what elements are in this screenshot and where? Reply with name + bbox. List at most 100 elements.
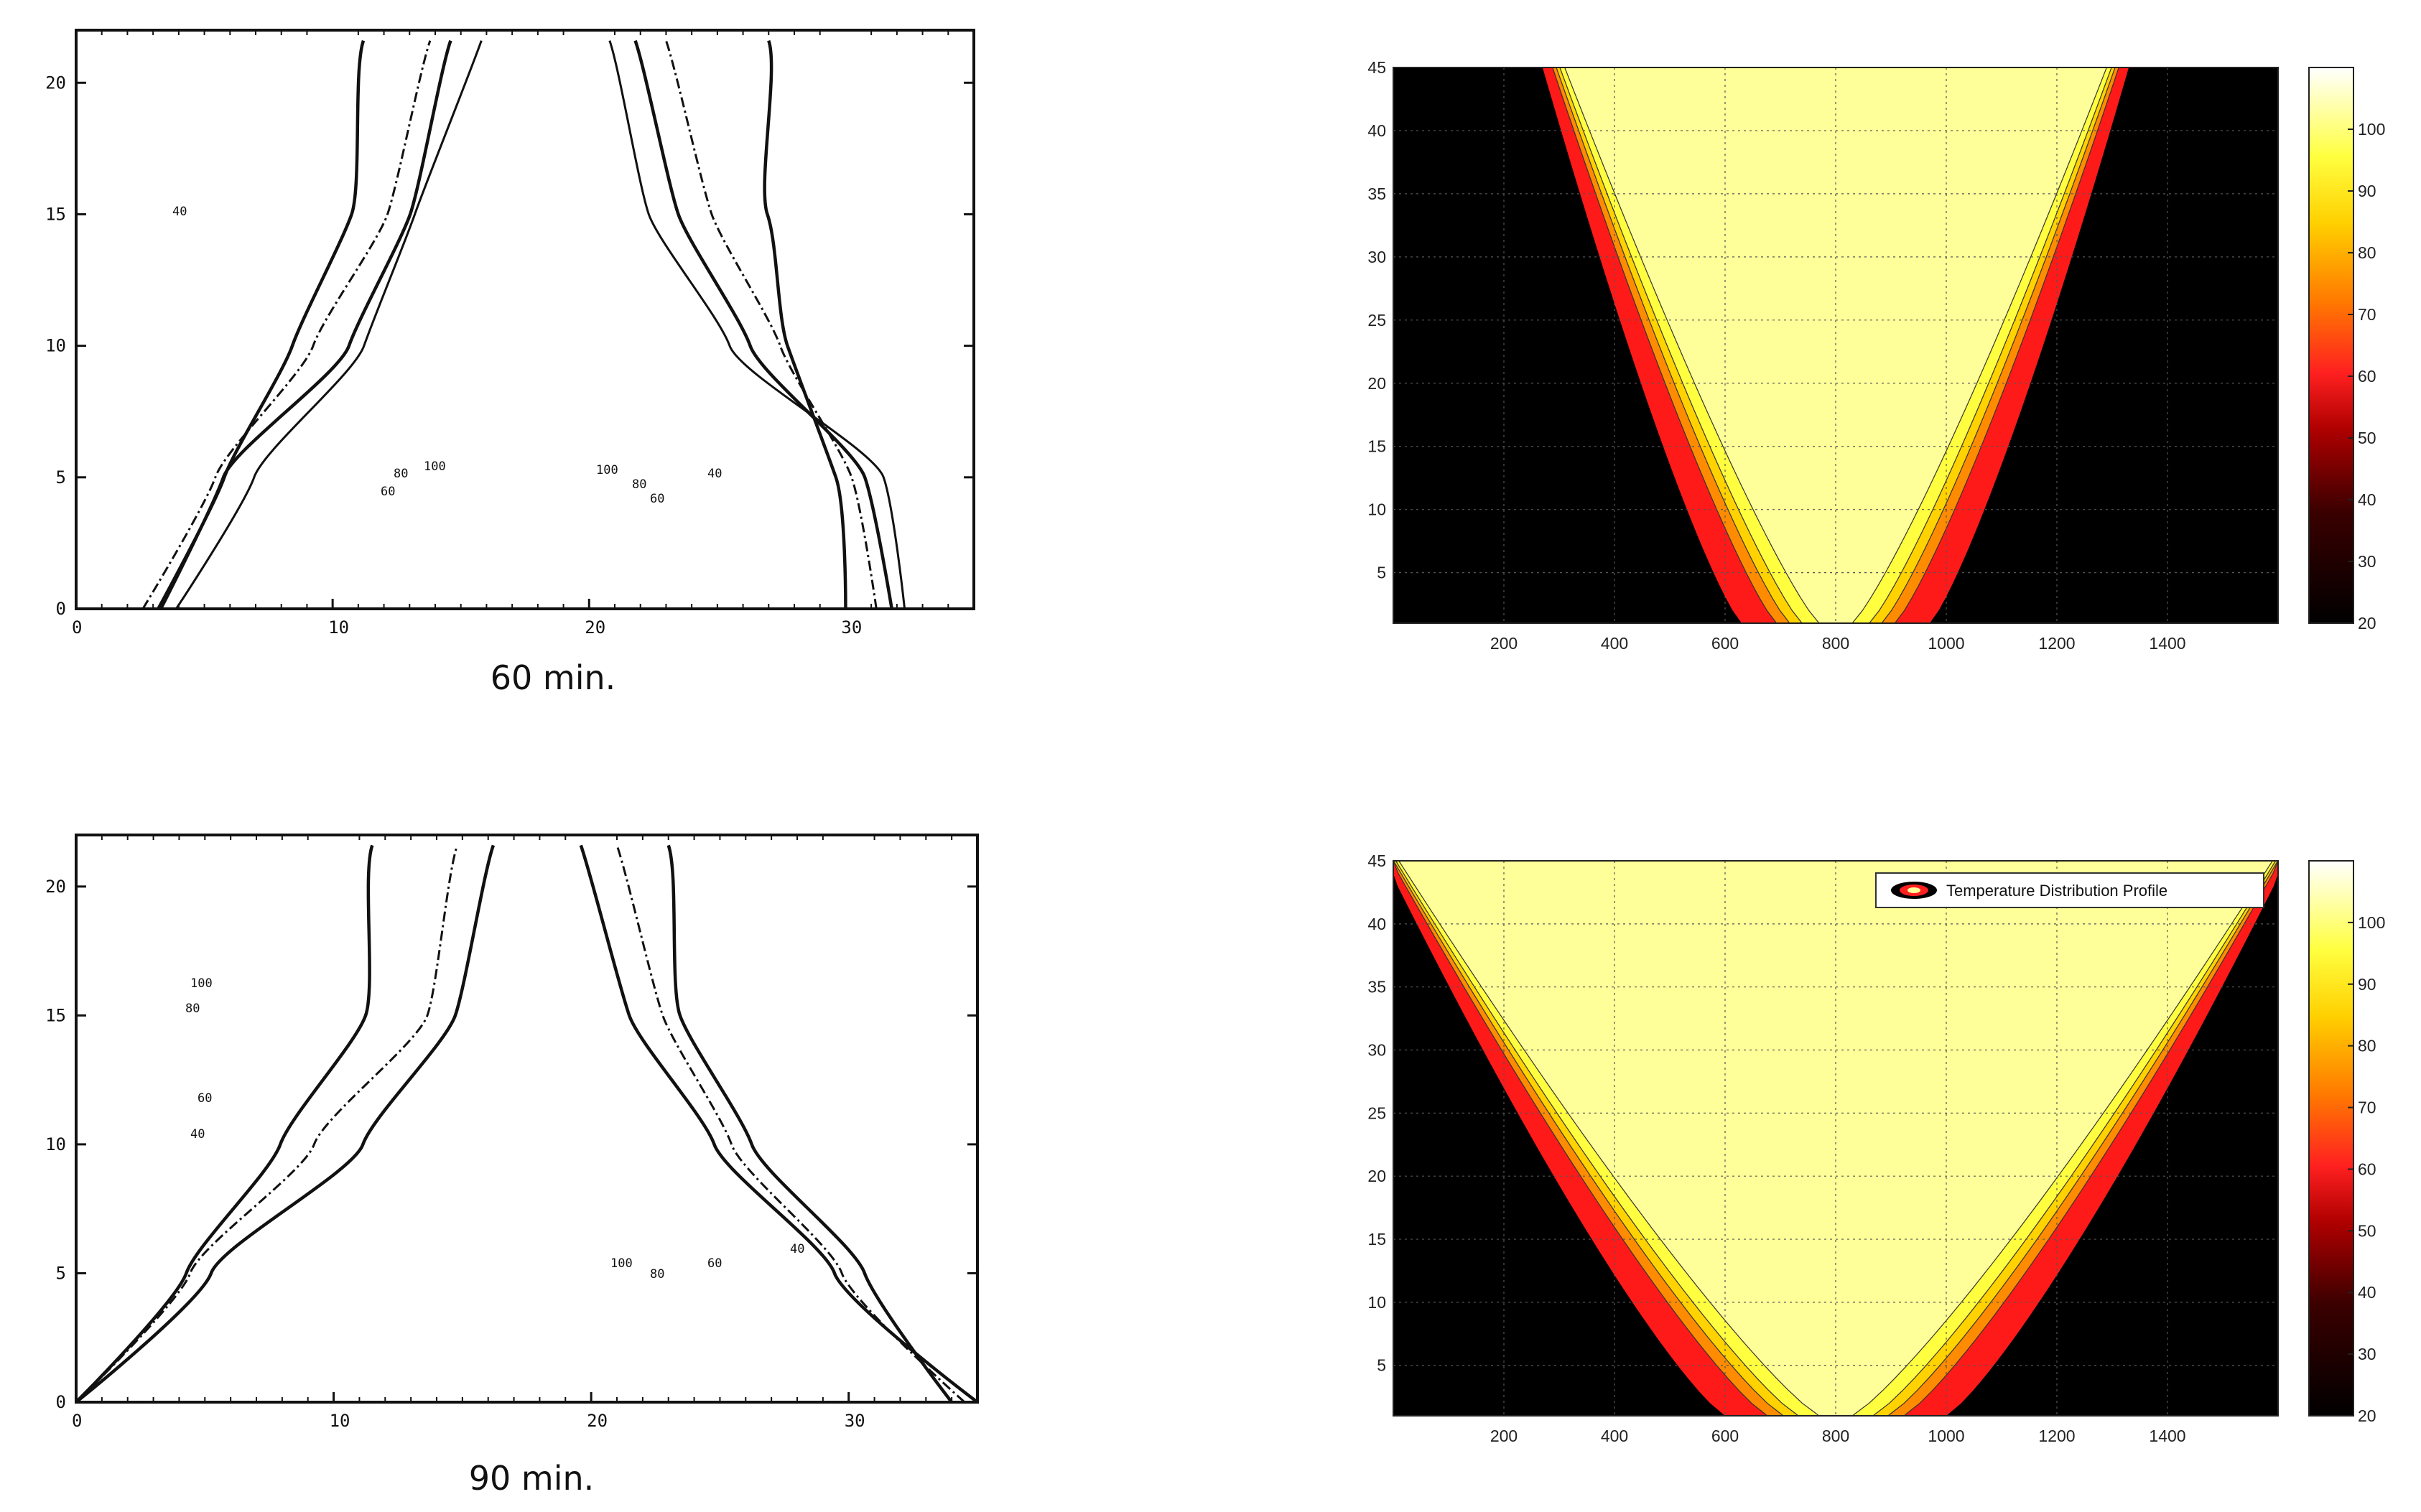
- colorbar-tick-label: 60: [2358, 367, 2376, 386]
- contour-label: 80: [394, 467, 408, 481]
- x-tick-label: 800: [1822, 1427, 1849, 1445]
- colorbar-ticks: 20 30 40 50 60 70 80 90 100: [2348, 913, 2385, 1425]
- plot-frame: [75, 834, 979, 1404]
- y-tick-label: 5: [1377, 1356, 1386, 1375]
- colorbar-ticks: 20 30 40 50 60 70 80 90 100: [2348, 120, 2385, 633]
- contour-lines: [75, 844, 979, 1404]
- contour-labels: 100 80 60 40 100 80 60 40: [185, 976, 804, 1282]
- contour-line: [763, 39, 847, 610]
- contour-label: 100: [610, 1256, 633, 1271]
- contour-label: 100: [596, 463, 618, 477]
- caption-60min: 60 min.: [491, 658, 616, 697]
- contour-label: 60: [707, 1256, 722, 1271]
- x-tick-label: 30: [841, 617, 862, 638]
- y-tick-label: 25: [1367, 311, 1386, 330]
- y-tick-label: 5: [56, 467, 66, 487]
- colorbar-tick-label: 40: [2358, 1283, 2376, 1302]
- y-tick-label: 45: [1367, 58, 1386, 77]
- axis-ticks: 200 400 600 800 1000 1200 1400 5 10 15 20 25 30 35 40 4…: [1367, 58, 2185, 653]
- contour-label: 80: [632, 477, 646, 492]
- x-tick-label: 1200: [2038, 1427, 2075, 1445]
- contour-line: [615, 844, 966, 1404]
- x-tick-label: 10: [330, 1411, 350, 1431]
- contour-label: 80: [185, 1002, 200, 1016]
- y-tick-label: 15: [45, 204, 66, 224]
- y-tick-label: 10: [45, 336, 66, 356]
- contour-line: [633, 39, 893, 610]
- y-tick-label: 15: [1367, 1230, 1386, 1249]
- y-tick-label: 45: [1367, 851, 1386, 870]
- x-tick-label: 400: [1601, 1427, 1628, 1445]
- y-tick-label: 20: [45, 877, 66, 897]
- colorbar-tick-label: 60: [2358, 1159, 2376, 1178]
- contour-line: [666, 844, 953, 1404]
- plot-frame: [75, 29, 975, 610]
- contour-plot-90min: 0 10 20 30 0 5 10 15 20 100 80 60 40 100 80 60 4…: [45, 834, 979, 1498]
- legend-box: Temperature Distribution Profile: [1875, 872, 2264, 908]
- x-tick-label: 600: [1711, 1427, 1739, 1445]
- colorbar: [2308, 860, 2354, 1417]
- y-tick-label: 40: [1367, 915, 1386, 933]
- contour-line: [141, 40, 432, 610]
- colorbar-tick-label: 70: [2358, 1098, 2376, 1117]
- y-tick-label: 0: [56, 599, 66, 619]
- x-tick-label: 20: [585, 617, 605, 638]
- y-tick-label: 35: [1367, 978, 1386, 997]
- x-tick-label: 1200: [2038, 634, 2075, 653]
- plot-frame: [1393, 860, 2279, 1417]
- y-tick-label: 40: [1367, 121, 1386, 140]
- colorbar-tick-label: 50: [2358, 1221, 2376, 1240]
- colorbar-tick-label: 20: [2358, 614, 2376, 633]
- axis-ticks: 200 400 600 800 1000 1200 1400 5 10 15 20 25 30 35 40 4…: [1367, 851, 2185, 1445]
- y-tick-label: 35: [1367, 185, 1386, 203]
- x-tick-label: 30: [845, 1411, 865, 1431]
- x-tick-label: 10: [328, 617, 349, 638]
- x-tick-label: 1400: [2149, 634, 2185, 653]
- x-tick-label: 400: [1601, 634, 1628, 653]
- y-tick-label: 10: [1367, 500, 1386, 519]
- x-tick-label: 1000: [1928, 634, 1964, 653]
- contour-label: 40: [790, 1242, 804, 1256]
- x-tick-label: 1400: [2149, 1427, 2185, 1445]
- y-tick-label: 15: [1367, 437, 1386, 456]
- axis-ticks: 0 10 20 30 0 5 10 15 20: [45, 835, 977, 1431]
- colorbar-tick-label: 100: [2358, 913, 2385, 932]
- colorbar: [2308, 67, 2354, 624]
- colorbar-tick-label: 80: [2358, 243, 2376, 262]
- colorbar-tick-label: 30: [2358, 552, 2376, 571]
- y-tick-label: 0: [56, 1392, 66, 1412]
- contour-line: [75, 844, 374, 1404]
- y-tick-label: 15: [45, 1005, 66, 1025]
- contour-label: 60: [381, 485, 395, 499]
- heatmap-plot-bottom: 200 400 600 800 1000 1200 1400 5 10 15 20 25 30 35 40 4…: [1367, 851, 2385, 1445]
- contour-labels: 40 60 80 100 100 80 60 40: [172, 205, 722, 506]
- y-tick-label: 10: [45, 1134, 66, 1154]
- contour-line: [579, 844, 979, 1404]
- x-tick-label: 200: [1490, 1427, 1518, 1445]
- caption-90min: 90 min.: [469, 1459, 595, 1498]
- y-tick-label: 20: [45, 73, 66, 93]
- colorbar-tick-label: 40: [2358, 490, 2376, 509]
- colorbar-tick-label: 30: [2358, 1345, 2376, 1363]
- contour-lines: [141, 39, 906, 610]
- plot-frame: [1393, 67, 2279, 624]
- contour-line: [608, 40, 906, 610]
- x-tick-label: 600: [1711, 634, 1739, 653]
- x-tick-label: 1000: [1928, 1427, 1964, 1445]
- x-tick-label: 0: [72, 1411, 82, 1431]
- grid-lines: [1393, 67, 2278, 623]
- colorbar-tick-label: 90: [2358, 182, 2376, 200]
- contour-label: 40: [172, 205, 187, 219]
- y-tick-label: 5: [1377, 564, 1386, 582]
- colorbar-tick-label: 90: [2358, 975, 2376, 994]
- colorbar-tick-label: 70: [2358, 305, 2376, 324]
- contour-line: [159, 39, 452, 610]
- colorbar-tick-label: 80: [2358, 1037, 2376, 1055]
- contour-line: [665, 40, 878, 610]
- contour-label: 40: [707, 467, 722, 481]
- axis-ticks: 0 10 20 30 0 5 10 15 20: [45, 30, 974, 638]
- contour-label: 100: [190, 976, 213, 991]
- x-tick-label: 20: [587, 1411, 608, 1431]
- contour-label: 100: [424, 459, 446, 474]
- contour-label: 80: [650, 1267, 664, 1282]
